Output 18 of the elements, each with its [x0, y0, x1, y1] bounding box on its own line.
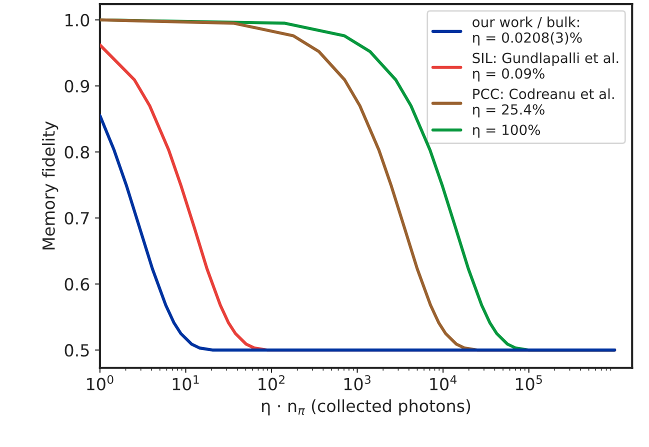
- legend-label: SIL: Gundlapalli et al. η = 0.09%: [472, 52, 618, 82]
- x-tick-label: 10$^{1}$: [172, 375, 199, 390]
- legend-label: our work / bulk: η = 0.0208(3)%: [472, 16, 582, 46]
- x-axis-title: η · n$_{π}$ (collected photons): [262, 399, 470, 416]
- x-tick-label: 10$^{5}$: [516, 375, 542, 390]
- legend-label: η = 100%: [473, 124, 540, 138]
- x-tick-label: 10$^{2}$: [258, 375, 284, 390]
- legend-label: PCC: Codreanu et al. η = 25.4%: [473, 88, 614, 118]
- y-axis-title: Memory fidelity: [42, 121, 58, 250]
- y-tick-label: 1.0: [66, 14, 90, 26]
- y-tick-label: 0.7: [64, 212, 89, 225]
- y-tick-label: 0.5: [64, 344, 89, 357]
- x-tick-label: 10$^{0}$: [87, 375, 114, 390]
- x-tick-label: 10$^{4}$: [430, 375, 457, 390]
- y-tick-label: 0.9: [64, 80, 90, 92]
- y-tick-label: 0.8: [64, 146, 90, 159]
- y-tick-label: 0.6: [64, 278, 90, 291]
- x-tick-label: 10$^{3}$: [344, 375, 370, 390]
